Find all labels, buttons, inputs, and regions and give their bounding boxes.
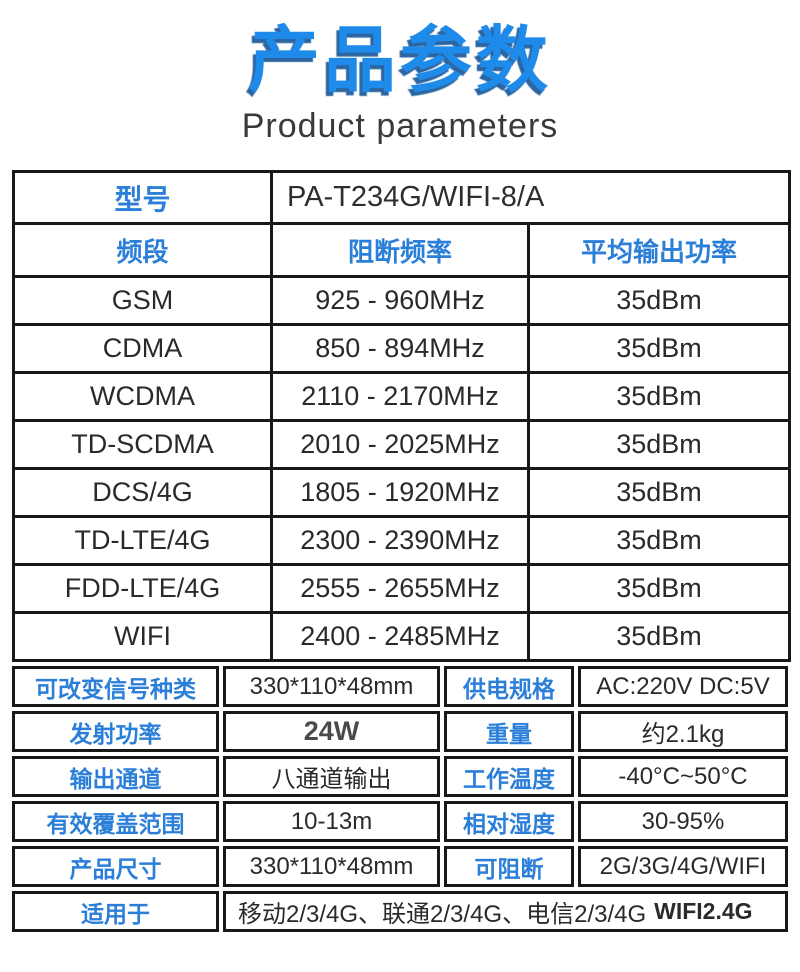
band-row-fdd-lte-4g: FDD-LTE/4G 2555 - 2655MHz 35dBm (12, 563, 792, 615)
band-frequency: 925 - 960MHz (270, 275, 530, 327)
model-row: 型号 PA-T234G/WIFI-8/A (12, 170, 792, 226)
info-label-signal-types: 可改变信号种类 (12, 666, 219, 708)
band-row-dcs-4g: DCS/4G 1805 - 1920MHz 35dBm (12, 467, 792, 519)
band-frequency: 2010 - 2025MHz (270, 419, 530, 471)
band-name: CDMA (12, 323, 273, 375)
info-value-coverage-range: 10-13m (223, 801, 440, 843)
info-label-relative-humidity: 相对湿度 (444, 801, 574, 843)
band-row-gsm: GSM 925 - 960MHz 35dBm (12, 275, 792, 327)
band-row-td-lte-4g: TD-LTE/4G 2300 - 2390MHz 35dBm (12, 515, 792, 567)
band-frequency: 2300 - 2390MHz (270, 515, 530, 567)
info-label-applicable: 适用于 (12, 891, 219, 933)
info-value-blockable: 2G/3G/4G/WIFI (578, 846, 788, 888)
band-row-wcdma: WCDMA 2110 - 2170MHz 35dBm (12, 371, 792, 423)
info-label-product-size: 产品尺寸 (12, 846, 219, 888)
band-power: 35dBm (526, 611, 792, 663)
spec-table: 型号 PA-T234G/WIFI-8/A 频段 阻断频率 平均输出功率 GSM … (12, 170, 792, 663)
info-label-coverage-range: 有效覆盖范围 (12, 801, 219, 843)
band-power: 35dBm (526, 371, 792, 423)
band-frequency: 2555 - 2655MHz (270, 563, 530, 615)
band-name: WIFI (12, 611, 273, 663)
band-row-wifi: WIFI 2400 - 2485MHz 35dBm (12, 611, 792, 663)
band-power: 35dBm (526, 323, 792, 375)
info-value-weight: 约2.1kg (578, 711, 788, 753)
band-name: FDD-LTE/4G (12, 563, 273, 615)
info-value-product-size: 330*110*48mm (223, 846, 440, 888)
info-label-working-temperature: 工作温度 (444, 756, 574, 798)
band-power: 35dBm (526, 419, 792, 471)
band-name: DCS/4G (12, 467, 273, 519)
info-value-signal-types: 330*110*48mm (223, 666, 440, 708)
band-name: WCDMA (12, 371, 273, 423)
applicable-carriers-text: 移动2/3/4G、联通2/3/4G、电信2/3/4G (238, 901, 647, 929)
info-value-power-supply: AC:220V DC:5V (578, 666, 788, 708)
info-value-output-channels: 八通道输出 (223, 756, 440, 798)
spec-table-wrap: 型号 PA-T234G/WIFI-8/A 频段 阻断频率 平均输出功率 GSM … (12, 170, 792, 663)
band-frequency: 1805 - 1920MHz (270, 467, 530, 519)
band-frequency: 2110 - 2170MHz (270, 371, 530, 423)
column-header-power: 平均输出功率 (526, 222, 792, 279)
band-row-cdma: CDMA 850 - 894MHz 35dBm (12, 323, 792, 375)
band-power: 35dBm (526, 515, 792, 567)
page-title: 产品参数 (247, 21, 552, 101)
band-frequency: 2400 - 2485MHz (270, 611, 530, 663)
info-label-power-supply: 供电规格 (444, 666, 574, 708)
info-value-working-temperature: -40°C~50°C (578, 756, 788, 798)
band-power: 35dBm (526, 467, 792, 519)
band-name: TD-SCDMA (12, 419, 273, 471)
band-row-td-scdma: TD-SCDMA 2010 - 2025MHz 35dBm (12, 419, 792, 471)
page-subtitle: Product parameters (241, 107, 559, 146)
band-power: 35dBm (526, 563, 792, 615)
info-value-applicable: 移动2/3/4G、联通2/3/4G、电信2/3/4G WIFI2.4G (223, 891, 788, 933)
info-value-relative-humidity: 30-95% (578, 801, 788, 843)
page-header: 产品参数 Product parameters (0, 0, 800, 147)
band-frequency: 850 - 894MHz (270, 323, 530, 375)
band-name: GSM (12, 275, 273, 327)
column-header-band: 频段 (12, 222, 273, 279)
band-power: 35dBm (526, 275, 792, 327)
column-header-frequency: 阻断频率 (270, 222, 530, 279)
info-label-output-channels: 输出通道 (12, 756, 219, 798)
info-label-blockable: 可阻断 (444, 846, 574, 888)
info-label-transmit-power: 发射功率 (12, 711, 219, 753)
applicable-wifi-text: WIFI2.4G (654, 898, 753, 925)
info-label-weight: 重量 (444, 711, 574, 753)
info-grid: 可改变信号种类 330*110*48mm 供电规格 AC:220V DC:5V … (12, 666, 788, 933)
column-header-row: 频段 阻断频率 平均输出功率 (12, 222, 792, 279)
band-name: TD-LTE/4G (12, 515, 273, 567)
model-label: 型号 (12, 170, 273, 226)
info-value-transmit-power: 24W (223, 711, 440, 753)
model-value: PA-T234G/WIFI-8/A (269, 170, 792, 226)
